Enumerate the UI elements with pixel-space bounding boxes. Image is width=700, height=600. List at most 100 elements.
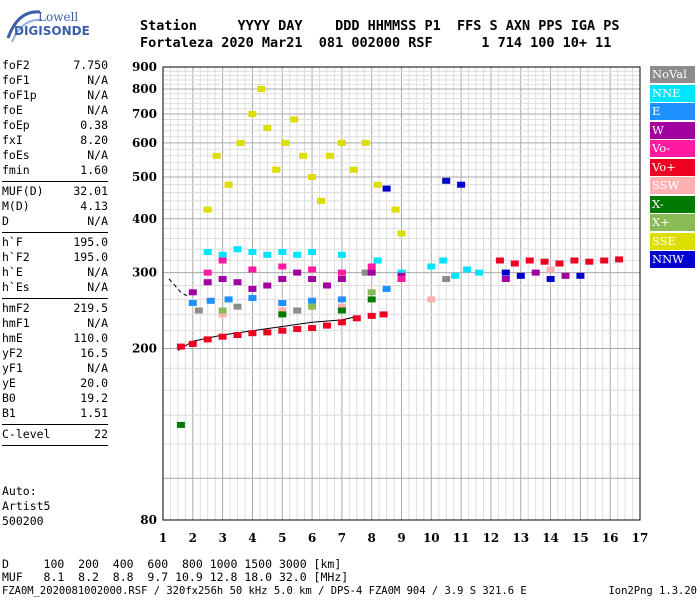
echo-point-noval: [293, 307, 302, 314]
echo-point-vo-: [278, 327, 287, 334]
x-tick-labels: 1 2 3 4 5 6 7 8 9 10 11 12 13 14 15 16 17: [159, 531, 649, 545]
param-row: h`E N/A: [2, 265, 108, 280]
legend-item: NoVal: [650, 66, 695, 83]
param-row: foF1 N/A: [2, 73, 108, 88]
param-label: hmF2: [2, 301, 30, 315]
param-label: foE: [2, 103, 23, 117]
param-divider: [2, 445, 108, 446]
echo-point-nne: [308, 249, 317, 255]
echo-point-x-: [278, 311, 287, 318]
x-tick-label: 3: [218, 531, 226, 545]
param-label: h`F: [2, 235, 23, 249]
param-value: 8.20: [80, 133, 108, 147]
echo-point-x-: [337, 307, 346, 314]
muf-distance-table: D 100 200 400 600 800 1000 1500 3000 [km…: [2, 558, 348, 584]
logo-name: DIGISONDE: [14, 24, 90, 38]
echo-point-w: [308, 276, 317, 282]
param-label: B1: [2, 406, 16, 420]
echo-point-w: [203, 279, 212, 286]
echo-point-vo-: [308, 325, 317, 332]
echo-point-noval: [194, 307, 203, 314]
legend-item: X-: [650, 195, 695, 213]
param-value: 195.0: [73, 235, 108, 249]
echo-point-e: [188, 300, 197, 306]
header-values: Fortaleza 2020 Mar21 081 002000 RSF 1 71…: [140, 35, 612, 51]
param-label: h`F2: [2, 250, 30, 264]
logo-arc-icon: [6, 10, 43, 43]
echo-point-x-: [367, 289, 376, 296]
echo-point-ssw: [337, 303, 346, 310]
legend-item: SSW: [650, 177, 695, 194]
echo-point-e: [224, 296, 233, 303]
echo-point-vo-: [203, 336, 212, 343]
echo-point-ssw: [427, 296, 436, 303]
echo-point-nnw: [516, 272, 525, 279]
echo-point-nnw: [576, 272, 585, 279]
param-group-virtual-heights: h`F 195.0 h`F2 195.0 h`E N/A h`Es N/A: [2, 235, 108, 295]
param-row: h`F2 195.0: [2, 250, 108, 265]
param-label: h`Es: [2, 280, 30, 294]
echo-point-nne: [263, 251, 272, 258]
x-tick-label: 9: [397, 531, 405, 545]
param-row: h`F 195.0: [2, 235, 108, 250]
echo-point-noval: [442, 276, 451, 282]
echo-point-vo-: [540, 258, 549, 265]
y-tick-label: 500: [132, 170, 157, 184]
param-value: N/A: [87, 88, 108, 102]
echo-point-vo-: [323, 322, 331, 329]
legend-item: X+: [650, 214, 695, 231]
legend-item: NNW: [650, 251, 695, 268]
param-label: yF2: [2, 346, 23, 360]
trace-lines: [168, 278, 360, 351]
param-group-critical-frequencies: foF2 7.750 foF1 N/A foF1p N/A foE N/A foEp 0.38 fx…: [2, 58, 108, 178]
param-row: C-level 22: [2, 427, 108, 442]
plot-frame: [162, 66, 641, 521]
param-label: foEs: [2, 148, 30, 162]
param-row: fxI 8.20: [2, 133, 108, 148]
echo-point-ssw: [218, 311, 227, 318]
echo-point-nnw: [382, 185, 391, 192]
echo-point-sse: [325, 152, 334, 159]
echo-point-vo-: [337, 319, 346, 326]
legend-item: W: [650, 121, 695, 139]
legend-item: E: [650, 103, 695, 120]
echo-point-nnw: [546, 276, 555, 282]
param-row: yF2 16.5: [2, 346, 108, 361]
echo-point-vo-: [293, 326, 302, 332]
x-tick-label: 12: [483, 531, 500, 545]
echo-point-nnw: [501, 269, 510, 276]
x-tick-label: 17: [632, 531, 649, 545]
echo-point-vo-: [555, 260, 564, 267]
scaled-parameters: foF2 7.750 foF1 N/A foF1p N/A foE N/A foEp 0.38 fx…: [2, 58, 108, 448]
echo-point-vo-: [367, 312, 376, 319]
echo-point-vo-: [600, 257, 609, 264]
echo-point-vo-: [248, 266, 257, 273]
y-tick-label: 600: [132, 136, 157, 150]
footer-info: FZA0M_2020081002000.RSF / 320fx256h 50 k…: [2, 585, 527, 597]
echo-point-sse: [308, 174, 317, 180]
echo-point-vo-: [615, 256, 624, 263]
plot-grid: [162, 67, 641, 520]
x-tick-label: 11: [453, 531, 470, 545]
legend-item: SSE: [650, 232, 695, 250]
echo-point-nne: [427, 263, 436, 270]
echo-point-vo-: [218, 333, 227, 340]
param-divider: [2, 298, 108, 299]
param-row: foEp 0.38: [2, 118, 108, 133]
echo-point-ssw: [546, 266, 555, 273]
param-row: yF1 N/A: [2, 361, 108, 376]
echo-point-vo-: [248, 330, 257, 337]
echo-point-nne: [463, 266, 472, 273]
param-row: MUF(D) 32.01: [2, 184, 108, 199]
param-label: foF1p: [2, 88, 37, 102]
x-tick-label: 8: [368, 531, 376, 545]
param-label: B0: [2, 391, 16, 405]
param-label: C-level: [2, 427, 51, 441]
x-tick-label: 16: [602, 531, 619, 545]
param-row: hmE 110.0: [2, 331, 108, 346]
echo-point-sse: [373, 181, 382, 188]
echo-point-nne: [218, 251, 227, 258]
echo-point-w: [263, 282, 272, 289]
echo-point-sse: [290, 116, 299, 123]
echo-point-vo-: [585, 258, 594, 265]
